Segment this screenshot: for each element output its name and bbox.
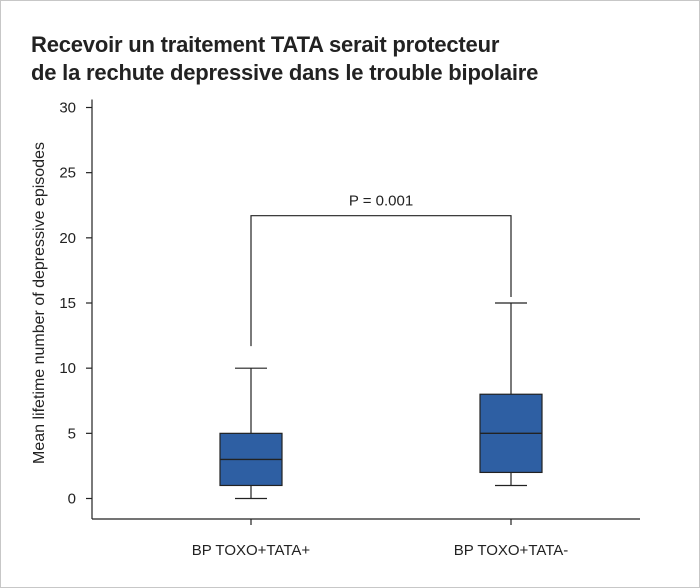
p-value-annotation: P = 0.001 [349, 193, 413, 210]
y-axis-label: Mean lifetime number of depressive episo… [31, 142, 48, 464]
box-group [219, 367, 283, 500]
y-tick-label: 20 [59, 230, 76, 247]
x-tick-label: BP TOXO+TATA- [454, 542, 569, 559]
y-tick-label: 5 [68, 425, 76, 442]
y-tick-label: 15 [59, 295, 76, 312]
box-group [479, 302, 543, 487]
plot-marks: P = 0.001 [219, 193, 543, 500]
x-tick-label: BP TOXO+TATA+ [192, 542, 311, 559]
y-tick-label: 0 [68, 491, 76, 508]
chart-title: Recevoir un traitement TATA serait prote… [31, 31, 538, 87]
y-tick-label: 25 [59, 165, 76, 182]
significance-bracket [250, 215, 512, 347]
y-tick-label: 30 [59, 100, 76, 117]
axes: 0 5 10 15 20 25 30 BP TOXO+TATA+ BP TOXO+TATA- [59, 99, 640, 559]
chart-title-line-2: de la rechute depressive dans le trouble… [31, 60, 539, 85]
y-tick-label: 10 [59, 360, 76, 377]
chart-title-line-1: Recevoir un traitement TATA serait prote… [31, 32, 500, 57]
